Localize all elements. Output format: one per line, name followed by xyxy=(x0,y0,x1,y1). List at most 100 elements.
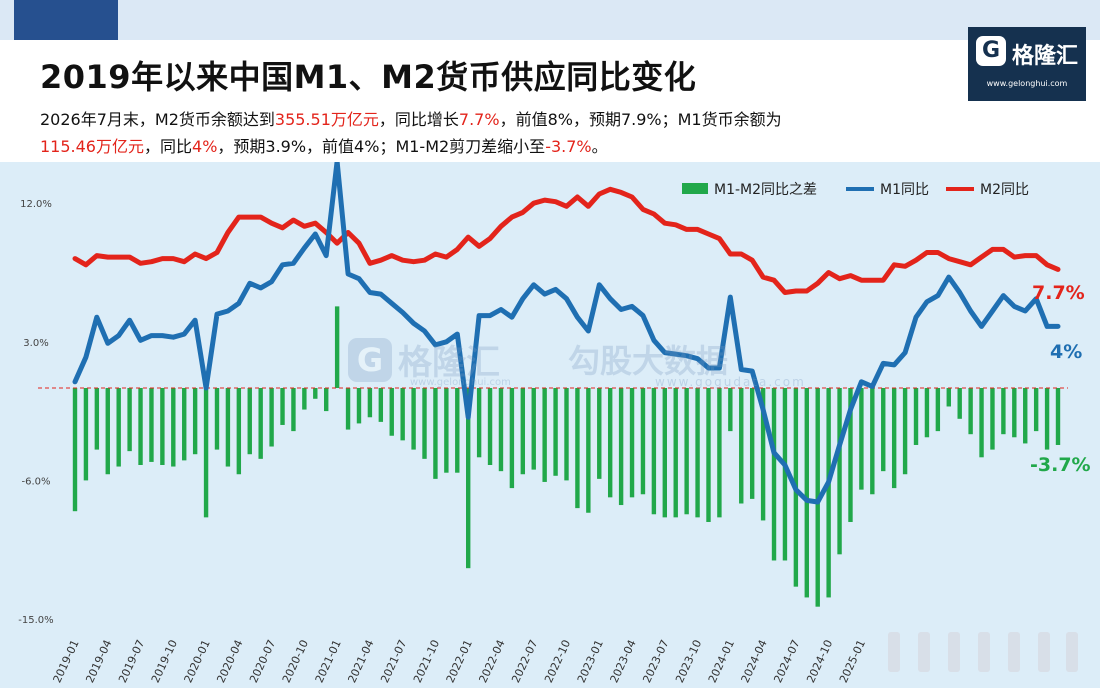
diff-bar xyxy=(597,388,602,479)
diff-bar xyxy=(848,388,853,522)
diff-bar xyxy=(476,388,482,458)
diff-bar xyxy=(444,388,449,473)
top-strip xyxy=(0,0,1100,40)
diff-bar xyxy=(334,306,340,388)
diff-bar xyxy=(378,388,384,422)
diff-bar xyxy=(1001,388,1006,435)
legend-label-m1: M1同比 xyxy=(880,182,929,198)
diff-bar xyxy=(826,388,831,598)
diff-bar xyxy=(94,388,100,450)
diff-bar xyxy=(881,388,886,472)
subtitle-line-2: 115.46万亿元，同比4%，预期3.9%，前值4%；M1-M2剪刀差缩小至-3… xyxy=(40,137,608,156)
diff-bar xyxy=(640,388,646,495)
diff-bar xyxy=(542,388,547,482)
diff-bar xyxy=(728,388,733,432)
viewer-control[interactable] xyxy=(948,632,960,672)
diff-bar xyxy=(804,388,809,598)
diff-bar xyxy=(607,388,613,498)
watermark-url-2: www.gogudata.com xyxy=(655,375,806,389)
viewer-control[interactable] xyxy=(918,632,930,672)
diff-bar xyxy=(946,388,951,407)
diff-bar xyxy=(564,388,569,481)
diff-bar xyxy=(487,388,493,465)
diff-bar xyxy=(749,388,755,499)
diff-bar xyxy=(258,388,263,459)
diff-bar xyxy=(935,388,941,432)
diff-end-label: -3.7% xyxy=(1030,454,1091,476)
diff-bar xyxy=(236,388,242,475)
diff-bar xyxy=(990,388,995,450)
diff-bar xyxy=(422,388,427,459)
diff-bars xyxy=(72,306,1061,607)
y-tick-label: 12.0% xyxy=(20,199,52,210)
diff-bar xyxy=(1023,388,1028,444)
chart-background xyxy=(0,162,1100,688)
diff-bar xyxy=(302,388,307,410)
diff-bar xyxy=(214,388,220,450)
diff-bar xyxy=(247,388,252,455)
diff-bar xyxy=(651,388,657,515)
diff-bar xyxy=(83,388,89,481)
diff-bar xyxy=(324,388,329,412)
top-accent-bar xyxy=(14,0,118,40)
m1-line xyxy=(72,162,1061,505)
viewer-control[interactable] xyxy=(1038,632,1050,672)
diff-bar xyxy=(575,388,580,509)
diff-bar xyxy=(891,388,897,489)
diff-bar xyxy=(662,388,667,518)
diff-bar xyxy=(149,388,154,462)
diff-bar xyxy=(859,388,864,490)
diff-bar xyxy=(837,388,842,555)
viewer-control[interactable] xyxy=(1008,632,1020,672)
diff-bar xyxy=(1033,388,1039,432)
watermark-mark-icon: G xyxy=(348,337,392,382)
diff-bar xyxy=(127,388,132,452)
diff-bar xyxy=(968,388,973,435)
image-viewer-controls xyxy=(880,632,1090,676)
diff-bar xyxy=(870,388,875,495)
legend-swatch-diff xyxy=(682,183,708,194)
diff-bar xyxy=(192,388,198,455)
diff-bar xyxy=(957,388,962,419)
diff-bar xyxy=(116,388,121,467)
logo-mark-icon: G xyxy=(976,36,1006,66)
diff-bar xyxy=(902,388,908,475)
diff-bar xyxy=(345,388,351,430)
diff-bar xyxy=(498,388,504,472)
diff-bar xyxy=(629,388,635,498)
y-axis: 12.0% 3.0% -6.0% -15.0% xyxy=(18,199,53,626)
diff-bar xyxy=(455,388,460,473)
diff-bar xyxy=(400,388,405,441)
chart: 12.0%3.0%-6.0%-15.0% 2019-01 2019-04 2019-… xyxy=(0,162,1100,688)
diff-bar xyxy=(138,388,143,465)
diff-bar xyxy=(389,388,394,436)
diff-bar xyxy=(618,388,624,506)
watermark-gelonghui: G 格隆汇 xyxy=(348,335,500,384)
y-tick-label: -6.0% xyxy=(21,476,50,487)
diff-bar xyxy=(684,388,689,515)
diff-bar xyxy=(356,388,362,424)
diff-bar xyxy=(924,388,930,438)
diff-bar xyxy=(739,388,744,504)
logo-url: www.gelonghui.com xyxy=(986,79,1068,88)
diff-bar xyxy=(695,388,700,518)
diff-bar xyxy=(411,388,416,450)
watermark-url: www.gelonghui.com xyxy=(410,377,511,388)
viewer-control[interactable] xyxy=(888,632,900,672)
diff-bar xyxy=(291,388,296,432)
m2-end-label: 7.7% xyxy=(1032,282,1085,304)
diff-bar xyxy=(760,388,766,521)
viewer-control[interactable] xyxy=(1066,632,1078,672)
diff-bar xyxy=(72,388,78,512)
diff-bar xyxy=(717,388,722,518)
header-panel xyxy=(14,40,1100,162)
diff-bar xyxy=(673,388,678,518)
diff-bar xyxy=(367,388,373,418)
legend-label-m2: M2同比 xyxy=(980,182,1029,198)
viewer-control[interactable] xyxy=(978,632,990,672)
diff-bar xyxy=(706,388,711,522)
subtitle-line-1: 2026年7月末，M2货币余额达到355.51万亿元，同比增长7.7%，前值8%… xyxy=(40,110,782,129)
diff-bar xyxy=(509,388,515,489)
diff-bar xyxy=(520,388,526,475)
m2-line xyxy=(72,186,1061,295)
